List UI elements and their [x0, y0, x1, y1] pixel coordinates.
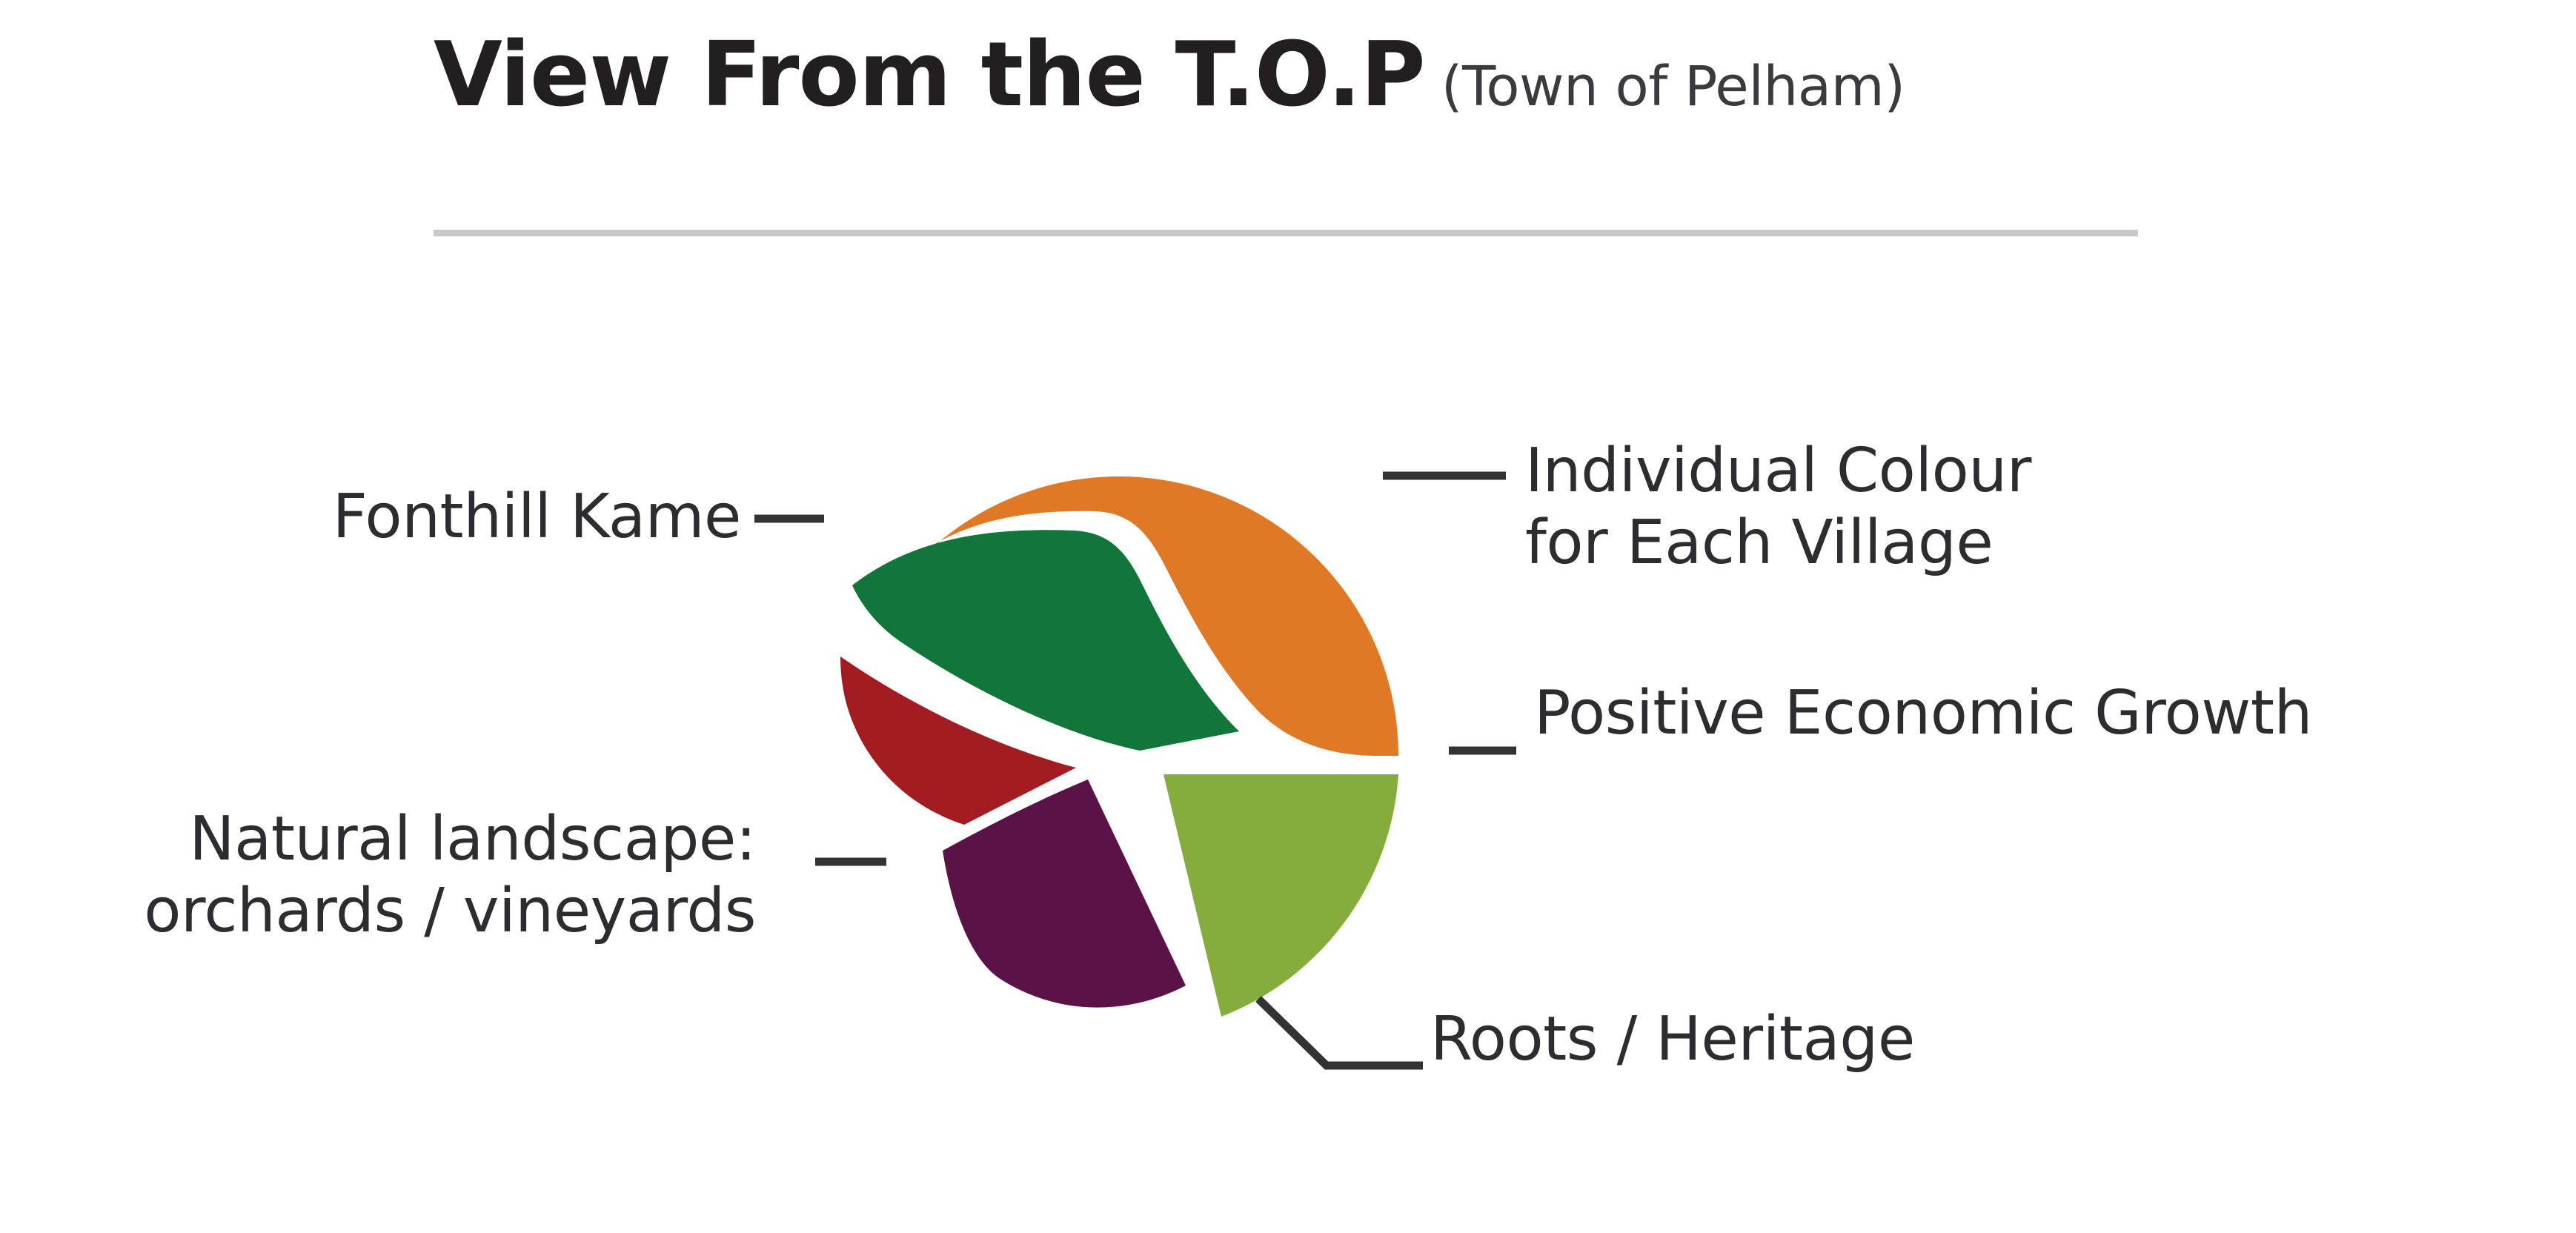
callout-fonthill-kame-line1: Fonthill Kame — [332, 482, 742, 552]
pie-slice-individual-colour[interactable] — [898, 476, 1398, 756]
pie-slice-natural-landscape[interactable] — [840, 657, 1076, 825]
callout-individual-colour: Individual Colour for Each Village — [1525, 436, 2489, 579]
title-subtitle-text: (Town of Pelham) — [1441, 55, 1905, 119]
callout-roots-heritage: Roots / Heritage — [1430, 1004, 2171, 1076]
callout-fonthill-kame: Fonthill Kame — [178, 482, 742, 554]
callout-natural-landscape: Natural landscape: orchards / vineyards — [15, 804, 756, 948]
header: View From the T.O.P (Town of Pelham) — [434, 31, 2138, 239]
pie-slice-positive-economic-growth[interactable] — [1163, 774, 1398, 1017]
callout-individual-colour-line2: for Each Village — [1525, 507, 1994, 578]
callout-natural-landscape-line2: orchards / vineyards — [144, 875, 756, 946]
pie-slice-roots-heritage[interactable] — [943, 780, 1186, 1008]
callout-roots-heritage-line1: Roots / Heritage — [1430, 1004, 1915, 1074]
title-main-text: View From the T.O.P — [434, 24, 1426, 127]
pie-slice-fonthill-kame[interactable] — [852, 530, 1239, 751]
leader-line-roots-heritage — [1255, 996, 1423, 1070]
callout-positive-economic-growth-line1: Positive Economic Growth — [1534, 678, 2313, 748]
title-divider-rule — [434, 230, 2138, 236]
callout-natural-landscape-line1: Natural landscape: — [189, 804, 756, 874]
callout-positive-economic-growth: Positive Economic Growth — [1534, 678, 2572, 750]
page-title: View From the T.O.P (Town of Pelham) — [434, 31, 1905, 120]
callout-individual-colour-line1: Individual Colour — [1525, 436, 2031, 506]
